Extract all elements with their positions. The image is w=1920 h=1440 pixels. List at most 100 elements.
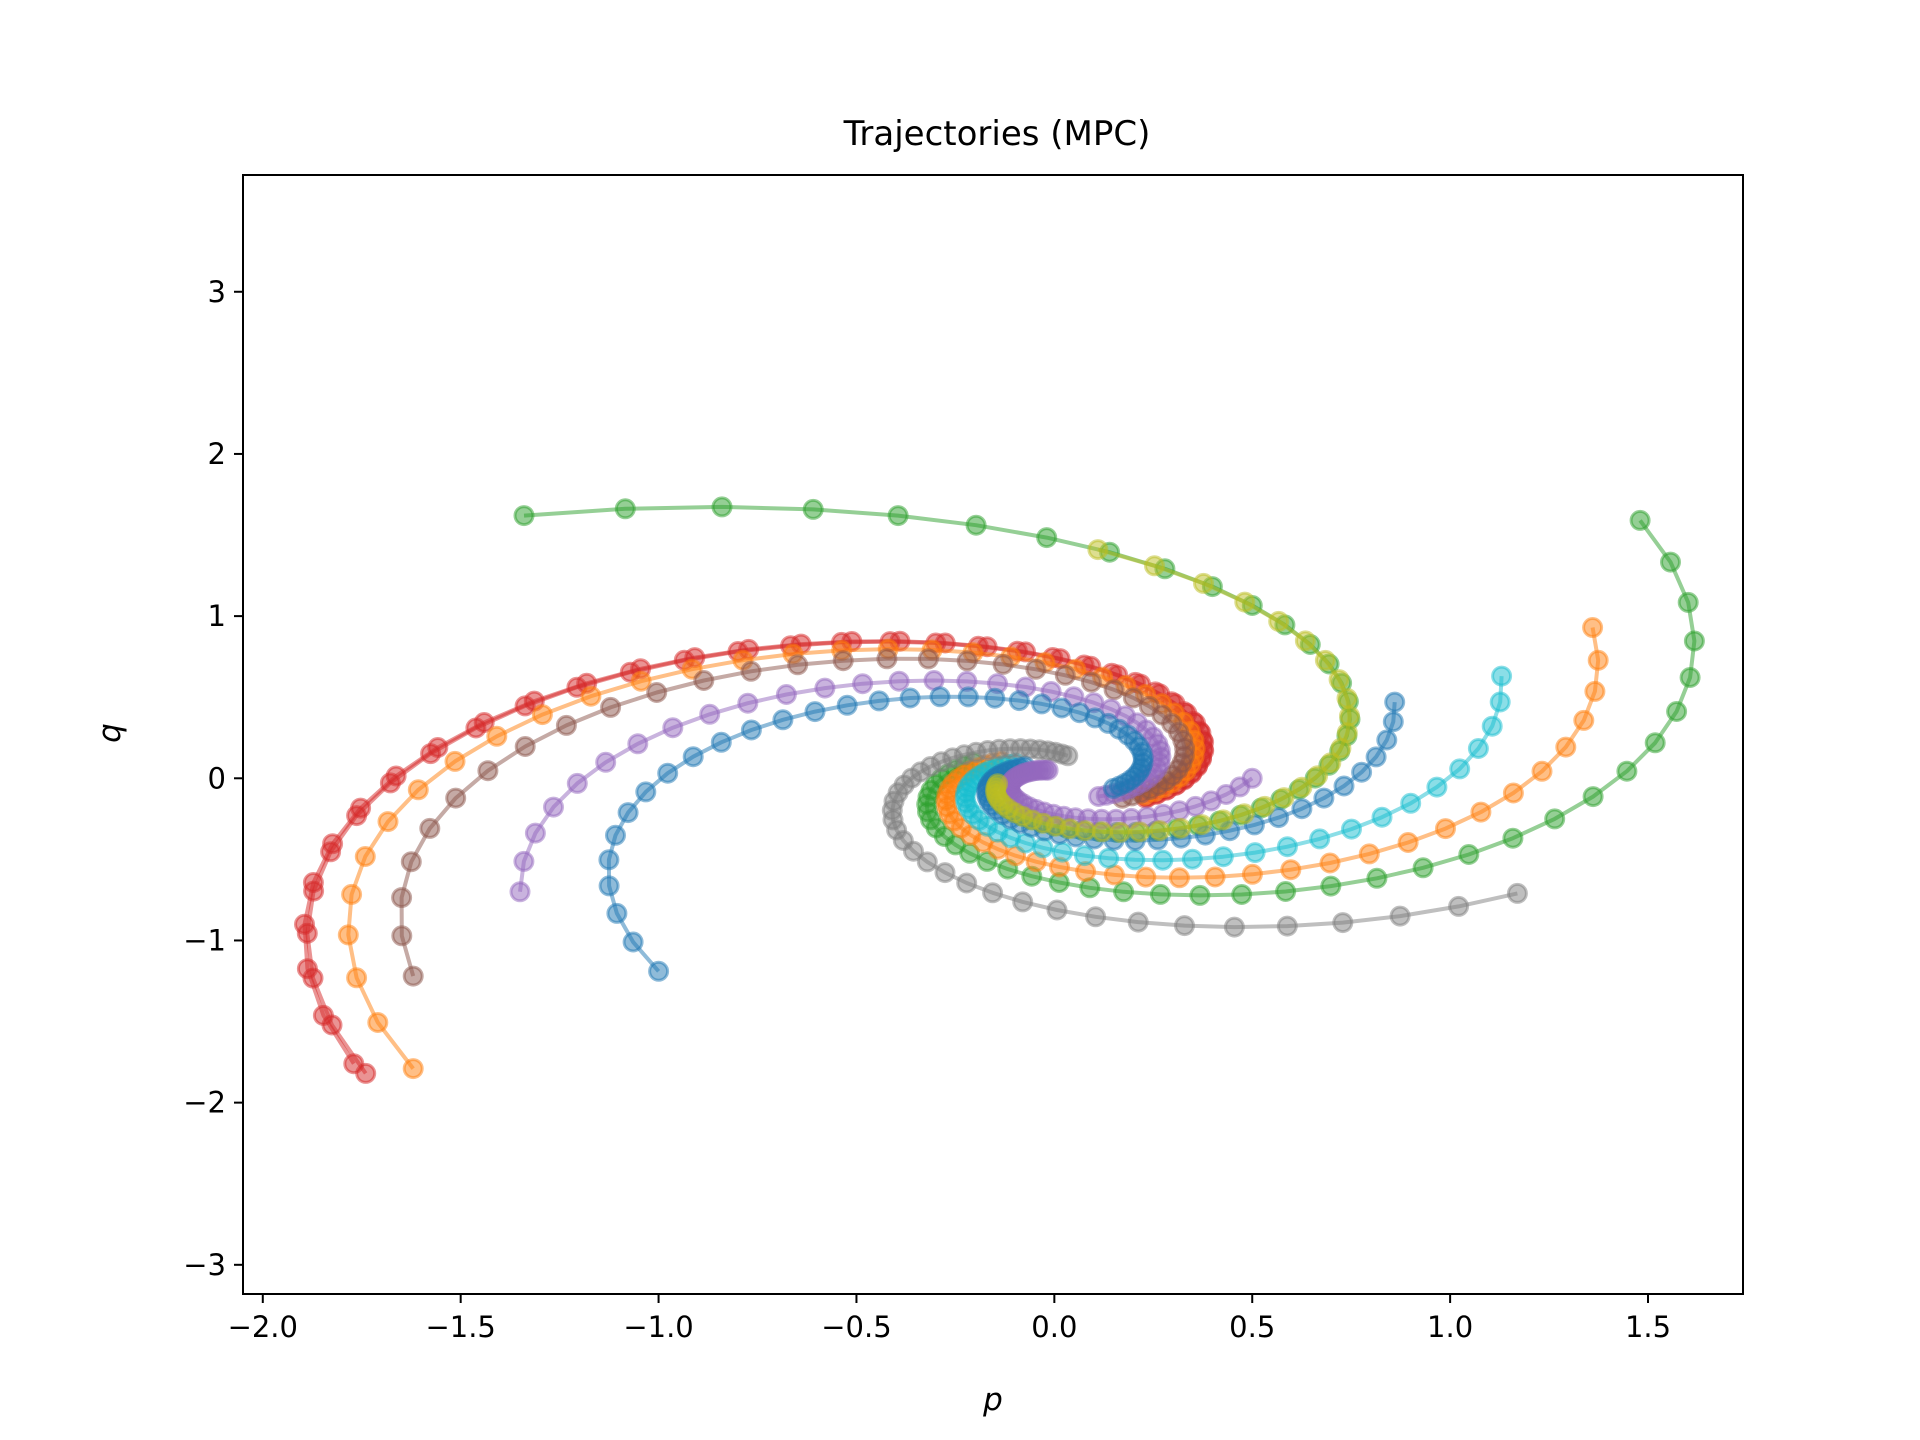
data-point [1314, 649, 1336, 671]
chart-title: Trajectories (MPC) [843, 114, 1151, 154]
data-point [350, 797, 372, 819]
data-point [956, 650, 978, 672]
data-point [1291, 776, 1313, 798]
data-point [1332, 912, 1354, 934]
x-tick-label: −1.0 [623, 1310, 693, 1344]
y-tick-label: 3 [208, 275, 226, 309]
data-point [917, 648, 939, 670]
data-point [711, 496, 733, 518]
series-6 [598, 686, 1154, 982]
data-point [1091, 821, 1113, 843]
data-point [1273, 787, 1295, 809]
data-point [513, 850, 535, 872]
data-point [1491, 665, 1513, 687]
data-point [868, 690, 890, 712]
data-point [1025, 658, 1047, 680]
y-axis-label: q [92, 723, 128, 743]
data-point [802, 498, 824, 520]
data-point [1008, 690, 1030, 712]
data-point [772, 709, 794, 731]
data-point [1679, 667, 1701, 688]
data-point [600, 696, 622, 718]
data-point [635, 781, 657, 803]
data-point [1149, 820, 1171, 842]
data-point [1333, 775, 1355, 797]
data-point [1144, 555, 1165, 577]
data-point [1168, 867, 1190, 889]
data-point [737, 692, 759, 714]
data-point [836, 694, 858, 716]
y-tick-label: 1 [208, 599, 226, 633]
data-point [1233, 803, 1255, 825]
data-point [473, 712, 495, 733]
data-point [1371, 806, 1393, 828]
data-point [1320, 875, 1342, 897]
data-point [646, 682, 668, 703]
x-tick-label: −0.5 [821, 1310, 891, 1344]
data-point [617, 802, 639, 824]
y-tick-label: −1 [183, 923, 226, 957]
data-point [804, 701, 826, 723]
data-point [343, 1053, 365, 1075]
data-point [1470, 801, 1492, 823]
data-point [1109, 821, 1131, 843]
data-point [987, 773, 1009, 795]
data-point [294, 913, 315, 935]
x-tick-label: 1.5 [1625, 1310, 1671, 1344]
data-point [595, 751, 617, 773]
data-point [1339, 705, 1360, 727]
data-point [1149, 883, 1171, 905]
data-point [1231, 884, 1253, 905]
data-point [367, 1012, 389, 1033]
data-point [852, 673, 874, 695]
data-point [1481, 715, 1503, 737]
data-point [312, 1004, 334, 1026]
x-tick-label: 0.5 [1229, 1310, 1275, 1344]
data-point [1448, 895, 1470, 917]
data-point [514, 736, 536, 757]
data-point [402, 1058, 424, 1080]
data-point [965, 514, 987, 536]
data-point [982, 882, 1004, 904]
x-tick-label: −2.0 [228, 1310, 298, 1344]
data-point [1032, 837, 1054, 859]
data-point [1074, 845, 1095, 867]
data-point [1113, 881, 1135, 903]
data-point [1080, 671, 1102, 693]
data-point [929, 686, 951, 708]
data-point [740, 660, 762, 682]
data-point [1449, 758, 1471, 780]
data-point [682, 746, 704, 768]
data-point [322, 833, 344, 855]
data-point [630, 670, 652, 692]
x-axis-label: p [982, 1382, 1003, 1418]
data-point [699, 703, 721, 725]
data-point [341, 883, 363, 905]
data-point [1124, 849, 1146, 871]
data-point [899, 687, 921, 709]
y-tick-label: 2 [208, 437, 226, 471]
data-point [1489, 691, 1511, 713]
data-point [710, 731, 732, 753]
data-point [1616, 760, 1638, 782]
x-tick-label: 0.0 [1031, 1310, 1077, 1344]
data-point [1435, 818, 1456, 840]
data-point [391, 925, 413, 947]
data-point [992, 653, 1014, 675]
data-point [1276, 915, 1298, 937]
data-point [657, 762, 679, 784]
data-point [1212, 809, 1234, 831]
data-point [1037, 759, 1059, 781]
data-point [1319, 852, 1341, 874]
plot-area [294, 496, 1705, 1084]
data-point [1397, 832, 1419, 853]
data-point [1189, 884, 1211, 906]
data-point [1135, 866, 1157, 888]
series-14 [985, 539, 1360, 843]
data-point [648, 960, 670, 982]
x-tick-label: −1.5 [425, 1310, 495, 1344]
data-point [1629, 509, 1651, 531]
data-point [1268, 807, 1290, 829]
data-point [566, 772, 588, 794]
